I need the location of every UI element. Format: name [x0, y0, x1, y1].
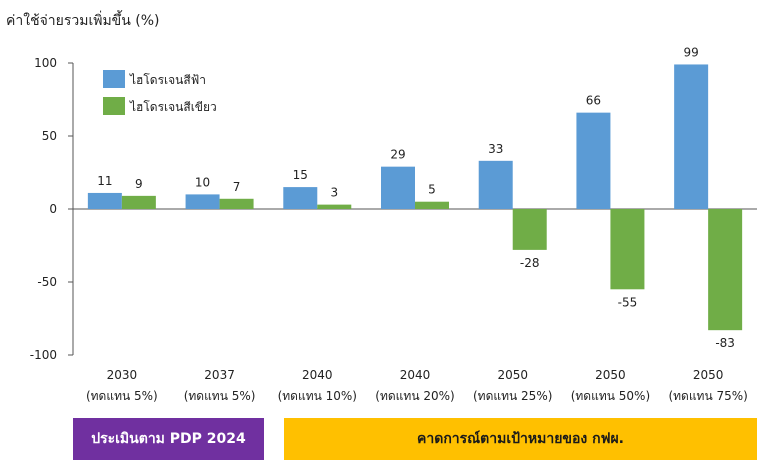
- data-label: -28: [520, 256, 540, 270]
- data-label: 10: [195, 175, 210, 189]
- legend-label: ไฮโดรเจนสีฟ้า: [129, 73, 206, 87]
- x-tick-label-note: (ทดแทน 50%): [571, 389, 650, 403]
- bar-green: [219, 198, 254, 209]
- data-label: 11: [97, 174, 112, 188]
- bar-blue: [283, 187, 318, 209]
- data-label: 15: [293, 168, 308, 182]
- x-tick-label-year: 2050: [693, 368, 724, 382]
- bar-chart: 100 50 0 -50 -100 11 9 2030 (ทดแทน 5%) 10 7 2037 (ทด…: [30, 45, 757, 403]
- data-label: 66: [586, 94, 601, 108]
- x-tick-label-year: 2050: [595, 368, 626, 382]
- data-label: -55: [618, 295, 638, 309]
- bar-blue: [576, 112, 611, 209]
- legend-swatch: [103, 97, 125, 115]
- data-label: 5: [428, 183, 436, 197]
- x-tick-label-year: 2037: [204, 368, 235, 382]
- x-tick-label-note: (ทดแทน 25%): [473, 389, 552, 403]
- data-label: 29: [390, 148, 405, 162]
- bar-green: [121, 195, 156, 209]
- data-label: 9: [135, 177, 143, 191]
- x-tick-label-note: (ทดแทน 5%): [184, 389, 256, 403]
- x-tick-label-note: (ทดแทน 5%): [86, 389, 158, 403]
- bar-green: [708, 209, 743, 331]
- banner-egat-target: คาดการณ์ตามเป้าหมายของ กฟผ.: [284, 418, 757, 460]
- x-tick-label-year: 2040: [302, 368, 333, 382]
- banner-pdp-2024: ประเมินตาม PDP 2024: [73, 418, 264, 460]
- bar-green: [610, 209, 645, 290]
- data-label: 7: [233, 180, 241, 194]
- data-label: 3: [330, 186, 338, 200]
- data-label: 99: [684, 45, 699, 59]
- bar-green: [317, 204, 352, 209]
- y-axis-title: ค่าใช้จ่ายรวมเพิ่มขึ้น (%): [6, 13, 160, 29]
- bar-blue: [478, 160, 513, 209]
- x-tick-label-note: (ทดแทน 20%): [375, 389, 454, 403]
- legend-swatch: [103, 70, 125, 88]
- y-tick-label: 50: [42, 129, 57, 143]
- x-tick-label-note: (ทดแทน 10%): [278, 389, 357, 403]
- data-label: 33: [488, 142, 503, 156]
- x-tick-label-year: 2050: [497, 368, 528, 382]
- y-tick-label: 0: [49, 202, 57, 216]
- y-tick-label: 100: [34, 56, 57, 70]
- x-tick-label-note: (ทดแทน 75%): [668, 389, 747, 403]
- bar-green: [512, 209, 547, 250]
- y-tick-label: -50: [37, 275, 57, 289]
- x-tick-label-year: 2030: [107, 368, 138, 382]
- legend-label: ไฮโดรเจนสีเขียว: [129, 100, 217, 114]
- bar-blue: [381, 166, 415, 209]
- bar-blue: [185, 194, 220, 209]
- bar-blue: [674, 64, 709, 210]
- bar-blue: [87, 192, 122, 209]
- bar-green: [415, 201, 449, 209]
- x-tick-label-year: 2040: [400, 368, 431, 382]
- data-label: -83: [715, 336, 735, 350]
- y-tick-label: -100: [30, 348, 57, 362]
